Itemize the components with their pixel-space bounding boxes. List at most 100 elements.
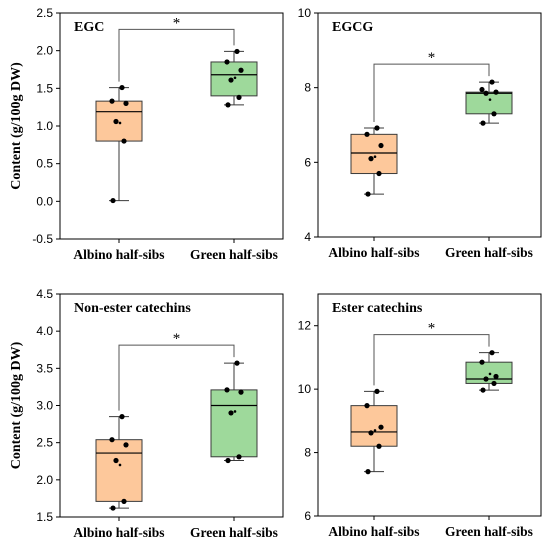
- data-point: [109, 98, 115, 104]
- y-axis-label: Content (g/100g DW): [9, 341, 24, 469]
- data-point: [238, 67, 244, 73]
- y-tick-label: 4.5: [36, 287, 53, 301]
- data-point: [376, 170, 382, 177]
- box-green: [465, 79, 513, 126]
- box-mean: [118, 463, 122, 467]
- box-mean: [373, 155, 377, 159]
- y-tick-label: 2.5: [36, 6, 53, 20]
- y-tick-label: 4.0: [36, 324, 53, 338]
- data-point: [378, 424, 384, 430]
- data-point: [489, 350, 495, 356]
- data-point: [483, 90, 489, 96]
- data-point: [110, 197, 116, 204]
- panel-3: 1.5 2.0 2.5 3.0 3.5 4.0 4.5 Albino half-sibs Gre…: [9, 287, 284, 540]
- data-point: [491, 111, 497, 117]
- data-point: [224, 59, 230, 65]
- box-mean: [233, 410, 237, 413]
- x-category-label: Albino half-sibs: [73, 525, 164, 540]
- y-tick-label: 12: [298, 319, 312, 333]
- data-point: [113, 118, 119, 125]
- significance-bracket: [373, 63, 490, 122]
- significance-star: *: [173, 331, 181, 347]
- data-point: [493, 89, 499, 95]
- data-point: [236, 454, 242, 460]
- data-point: [109, 437, 115, 443]
- panel-4: 6 8 10 12 Albino half-sibs Green half-sibs Est…: [298, 293, 542, 539]
- box-green: [210, 48, 258, 108]
- data-point: [374, 125, 380, 131]
- y-tick-label: 1.5: [36, 81, 53, 95]
- data-point: [224, 387, 230, 393]
- significance-star: *: [428, 321, 436, 337]
- data-point: [225, 102, 231, 108]
- plot-frame: [317, 12, 542, 238]
- x-category-label: Green half-sibs: [190, 525, 278, 540]
- x-category-label: Albino half-sibs: [328, 245, 419, 260]
- data-point: [374, 388, 380, 394]
- box-iqr: [350, 405, 398, 447]
- x-category-label: Albino half-sibs: [73, 247, 164, 262]
- data-point: [483, 376, 489, 382]
- y-tick-label: 2.0: [36, 473, 53, 487]
- data-point: [119, 84, 125, 91]
- panel-2: 4 6 8 10 Albino half-sibs Green half-sibs EGCG…: [298, 6, 542, 260]
- box-green: [210, 360, 258, 464]
- y-tick-label: 3.0: [36, 399, 53, 413]
- significance-star: *: [428, 50, 436, 66]
- panel-title: EGCG: [332, 20, 373, 35]
- data-point: [493, 373, 499, 380]
- data-point: [121, 138, 127, 144]
- data-point: [113, 457, 119, 464]
- data-point: [225, 457, 231, 464]
- x-category-label: Green half-sibs: [190, 247, 278, 262]
- box-iqr: [210, 389, 258, 458]
- plot-frame: [59, 12, 284, 240]
- y-tick-label: 2.0: [36, 44, 53, 58]
- y-tick-label: 10: [298, 382, 312, 396]
- significance-bracket: [118, 344, 235, 411]
- y-tick-label: 6: [304, 509, 311, 523]
- data-point: [110, 505, 116, 511]
- y-tick-label: 1.5: [36, 510, 53, 524]
- box-mean: [118, 121, 122, 125]
- panel-1: -0.5 0.0 0.5 1.0 1.5 2.0 2.5 Albino half-sibs Gr…: [9, 6, 284, 262]
- data-point: [236, 94, 242, 100]
- box-albino: [95, 84, 143, 204]
- data-point: [365, 469, 371, 475]
- box-mean: [233, 76, 237, 80]
- data-point: [364, 403, 370, 409]
- y-tick-label: 3.5: [36, 361, 53, 375]
- x-category-label: Green half-sibs: [445, 245, 533, 260]
- data-point: [234, 48, 240, 55]
- y-tick-label: 8: [304, 446, 311, 460]
- data-point: [119, 414, 125, 420]
- data-point: [479, 86, 485, 93]
- box-iqr: [95, 439, 143, 502]
- box-albino: [350, 125, 398, 197]
- data-point: [364, 131, 370, 137]
- box-green: [465, 350, 513, 393]
- box-albino: [95, 414, 143, 511]
- significance-bracket: [373, 334, 490, 386]
- data-point: [489, 79, 495, 85]
- y-tick-label: 1.0: [36, 119, 53, 133]
- data-point: [480, 120, 486, 126]
- data-point: [378, 142, 384, 149]
- box-mean: [373, 429, 377, 432]
- y-tick-label: 0.0: [36, 194, 53, 208]
- data-point: [368, 156, 374, 162]
- box-albino: [350, 388, 398, 475]
- y-tick-label: 8: [304, 81, 311, 95]
- box-iqr: [95, 100, 143, 142]
- data-point: [365, 191, 371, 197]
- plot-frame: [317, 293, 542, 517]
- significance-star: *: [173, 15, 181, 31]
- y-tick-label: -0.5: [32, 232, 53, 246]
- data-point: [123, 100, 129, 106]
- data-point: [480, 387, 486, 393]
- significance-bracket: [118, 28, 235, 82]
- data-point: [228, 77, 234, 83]
- data-point: [121, 498, 127, 504]
- box-mean: [488, 372, 492, 376]
